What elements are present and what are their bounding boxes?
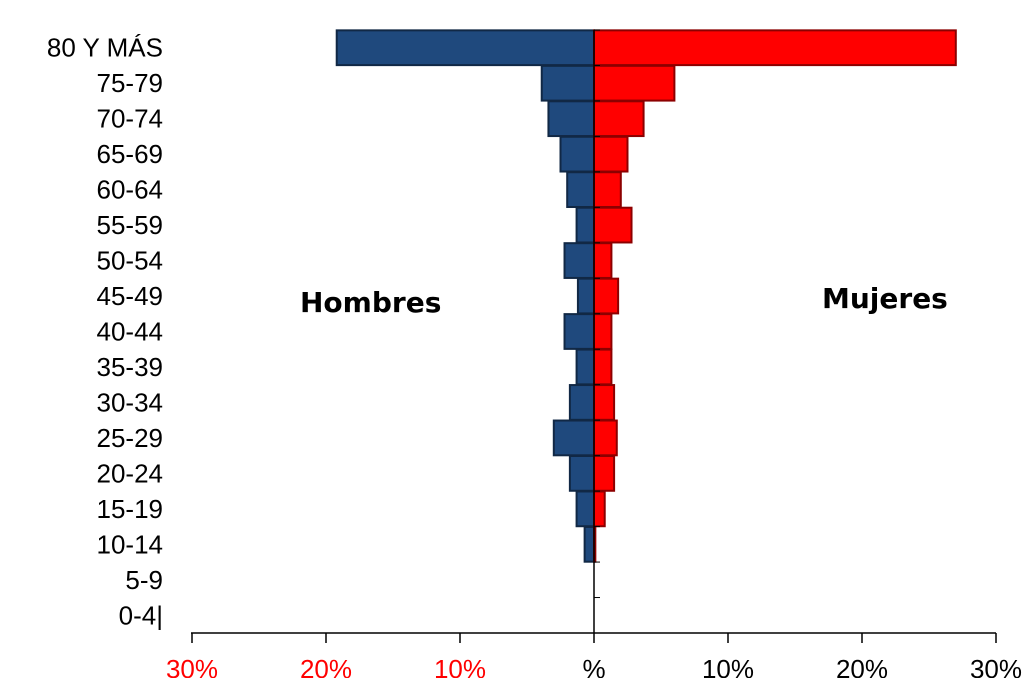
bar-hombres-0 — [335, 29, 595, 67]
bar-hombres-5 — [575, 206, 596, 244]
x-tick-label: 20% — [836, 654, 888, 678]
bar-mujeres-10 — [593, 384, 616, 421]
bar-mujeres-11 — [593, 419, 618, 457]
bar-hombres-11 — [552, 419, 595, 457]
bar-mujeres-4 — [593, 171, 622, 208]
bar-hombres-9 — [575, 348, 596, 386]
bar-hombres-7 — [576, 277, 595, 315]
bar-mujeres-5 — [593, 206, 633, 244]
category-label: 0-4| — [119, 600, 163, 630]
category-label: 60-64 — [97, 175, 164, 205]
bar-mujeres-3 — [593, 135, 629, 173]
x-tick-label: 30% — [166, 654, 218, 678]
category-label: 10-14 — [97, 529, 164, 559]
category-label: 45-49 — [97, 281, 164, 311]
category-label: 5-9 — [125, 565, 163, 595]
category-label: 20-24 — [97, 458, 164, 488]
series-label-hombres: Hombres — [300, 286, 441, 319]
bar-mujeres-12 — [593, 455, 616, 492]
category-label: 30-34 — [97, 387, 164, 417]
bar-mujeres-7 — [593, 277, 620, 315]
bar-hombres-6 — [563, 242, 596, 279]
bar-mujeres-13 — [593, 490, 606, 528]
bar-mujeres-9 — [593, 348, 613, 386]
category-label: 80 Y MÁS — [47, 33, 163, 63]
category-label: 70-74 — [97, 104, 164, 134]
bar-hombres-4 — [566, 171, 596, 208]
category-labels: 80 Y MÁS 75-79 70-74 65-69 60-64 55-59 50-54 45… — [47, 33, 163, 631]
category-label: 40-44 — [97, 317, 164, 347]
category-label: 75-79 — [97, 68, 164, 98]
category-label: 50-54 — [97, 246, 164, 276]
category-label: 15-19 — [97, 494, 164, 524]
category-label: 55-59 — [97, 210, 164, 240]
x-tick-label: % — [582, 654, 605, 678]
bar-mujeres-8 — [593, 313, 613, 350]
bar-mujeres-2 — [593, 100, 645, 138]
bar-hombres-14 — [583, 525, 595, 563]
bar-hombres-13 — [575, 490, 596, 528]
axes — [191, 29, 997, 643]
x-tick-label: 30% — [970, 654, 1022, 678]
x-tick-labels: 30% 20% 10%% 10% 20% 30% — [166, 654, 1022, 678]
category-label: 25-29 — [97, 423, 164, 453]
series-hombres — [335, 29, 596, 563]
bar-mujeres-0 — [593, 29, 957, 67]
bar-hombres-8 — [563, 313, 596, 350]
category-label: 65-69 — [97, 139, 164, 169]
x-tick-label: 20% — [300, 654, 352, 678]
x-tick-label: 10% — [702, 654, 754, 678]
bar-hombres-10 — [568, 384, 596, 421]
bar-hombres-2 — [547, 100, 596, 138]
bar-mujeres-1 — [593, 64, 676, 102]
bar-hombres-3 — [559, 135, 595, 173]
bar-mujeres-6 — [593, 242, 613, 279]
series-label-mujeres: Mujeres — [822, 282, 948, 315]
bar-hombres-12 — [568, 455, 596, 492]
bar-hombres-1 — [540, 64, 595, 102]
category-label: 35-39 — [97, 352, 164, 382]
x-tick-label: 10% — [434, 654, 486, 678]
